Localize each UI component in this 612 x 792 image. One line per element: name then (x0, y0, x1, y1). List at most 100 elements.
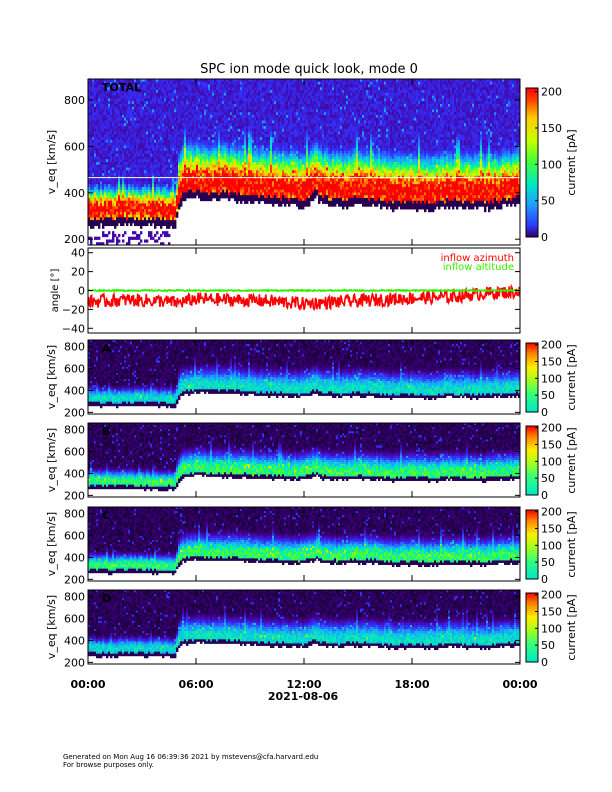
spectrogram-cell (122, 114, 125, 119)
spectrogram-cell (102, 142, 105, 146)
spectrogram-cell (154, 197, 157, 202)
spectrogram-cell (162, 123, 165, 127)
spectrogram-cell (146, 239, 149, 243)
spectrogram-cell (112, 145, 115, 149)
spectrogram-cell (150, 92, 153, 96)
spectrogram-cell (116, 92, 119, 96)
spectrogram-cell (166, 103, 169, 108)
spectrogram-cell (114, 209, 117, 213)
spectrogram-cell (154, 150, 157, 155)
spectrogram-cell (128, 131, 131, 135)
spectrogram-cell (136, 123, 139, 127)
spectrogram-cell (144, 103, 147, 108)
spectrogram-cell (126, 109, 129, 113)
spectrogram-cell (162, 184, 165, 188)
spectrogram-cell (110, 173, 113, 177)
spectrogram-cell (154, 153, 157, 157)
spectrogram-cell (118, 150, 121, 155)
spectrogram-cell (166, 81, 169, 85)
spectrogram-cell (168, 137, 171, 141)
spectrogram-cell (140, 203, 143, 207)
spectrogram-cell (142, 126, 145, 130)
spectrogram-cell (170, 84, 173, 88)
spectrogram-cell (162, 137, 165, 141)
spectrogram-cell (96, 159, 99, 163)
spectrogram-cell (166, 173, 169, 177)
spectrogram-cell (98, 101, 101, 105)
spectrogram-cell (170, 117, 173, 121)
spectrogram-cell (132, 173, 135, 177)
spectrogram-cell (118, 178, 121, 182)
spectrogram-cell (108, 170, 111, 174)
spectrogram-cell (114, 181, 117, 185)
spectrogram-cell (160, 145, 163, 149)
spectrogram-cell (104, 159, 107, 163)
spectrogram-cell (170, 126, 173, 130)
spectrogram-cell (94, 117, 97, 121)
spectrogram-cell (108, 239, 111, 243)
spectrogram-cell (158, 109, 161, 113)
spectrogram-cell (164, 109, 167, 113)
spectrogram-cell (168, 209, 171, 213)
spectrogram-cell (140, 90, 143, 94)
spectrogram-cell (112, 131, 115, 135)
spectrogram-cell (136, 186, 139, 191)
spectrogram-cell (102, 159, 105, 163)
spectrogram-cell (146, 79, 149, 83)
spectrogram-cell (152, 134, 155, 138)
spectrogram-cell (110, 214, 113, 218)
spectrogram-cell (134, 98, 137, 102)
spectrogram-cell (96, 103, 99, 108)
spectrogram-cell (116, 137, 119, 141)
spectrogram-cell (154, 148, 157, 152)
spectrogram-cell (146, 206, 149, 210)
spectrogram-cell (146, 106, 149, 110)
spectrogram-cell (146, 214, 149, 218)
spectrogram-cell (156, 206, 159, 210)
spectrogram-cell (114, 164, 117, 168)
spectrogram-cell (132, 206, 135, 210)
spectrogram-cell (104, 81, 107, 85)
spectrogram-cell (126, 142, 129, 146)
spectrogram-cell (146, 181, 149, 185)
spectrogram-cell (138, 95, 141, 99)
spectrogram-cell (166, 120, 169, 124)
spectrogram-cell (148, 101, 151, 105)
spectrogram-cell (116, 214, 119, 218)
spectrogram-cell (172, 206, 175, 210)
spectrogram-cell (114, 170, 117, 174)
spectrogram-cell (144, 148, 147, 152)
spectrogram-cell (158, 101, 161, 105)
spectrogram-cell (130, 153, 133, 157)
spectrogram-cell (110, 206, 113, 210)
spectrogram-cell (98, 170, 101, 174)
spectrogram-cell (142, 137, 145, 141)
spectrogram-cell (170, 159, 173, 163)
spectrogram-cell (154, 181, 157, 185)
spectrogram-cell (150, 137, 153, 141)
spectrogram-cell (90, 159, 93, 163)
spectrogram-cell (116, 239, 119, 243)
spectrogram-cell (114, 134, 117, 138)
spectrogram-cell (148, 203, 151, 207)
spectrogram-cell (120, 150, 123, 155)
spectrogram-cell (134, 189, 137, 193)
spectrogram-cell (136, 178, 139, 182)
spectrogram-cell (132, 142, 135, 146)
spectrogram-cell (122, 206, 125, 210)
spectrogram-cell (128, 128, 131, 132)
spectrogram-cell (158, 123, 161, 127)
spectrogram-cell (156, 117, 159, 121)
spectrogram-cell (156, 126, 159, 130)
spectrogram-cell (158, 90, 161, 94)
spectrogram-cell (164, 197, 167, 202)
spectrogram-cell (128, 134, 131, 138)
spectrogram-cell (136, 211, 139, 215)
spectrogram-cell (114, 217, 117, 221)
spectrogram-cell (142, 178, 145, 182)
spectrogram-cell (156, 156, 159, 160)
spectrogram-cell (126, 117, 129, 121)
spectrogram-cell (102, 128, 105, 132)
spectrogram-cell (106, 92, 109, 96)
